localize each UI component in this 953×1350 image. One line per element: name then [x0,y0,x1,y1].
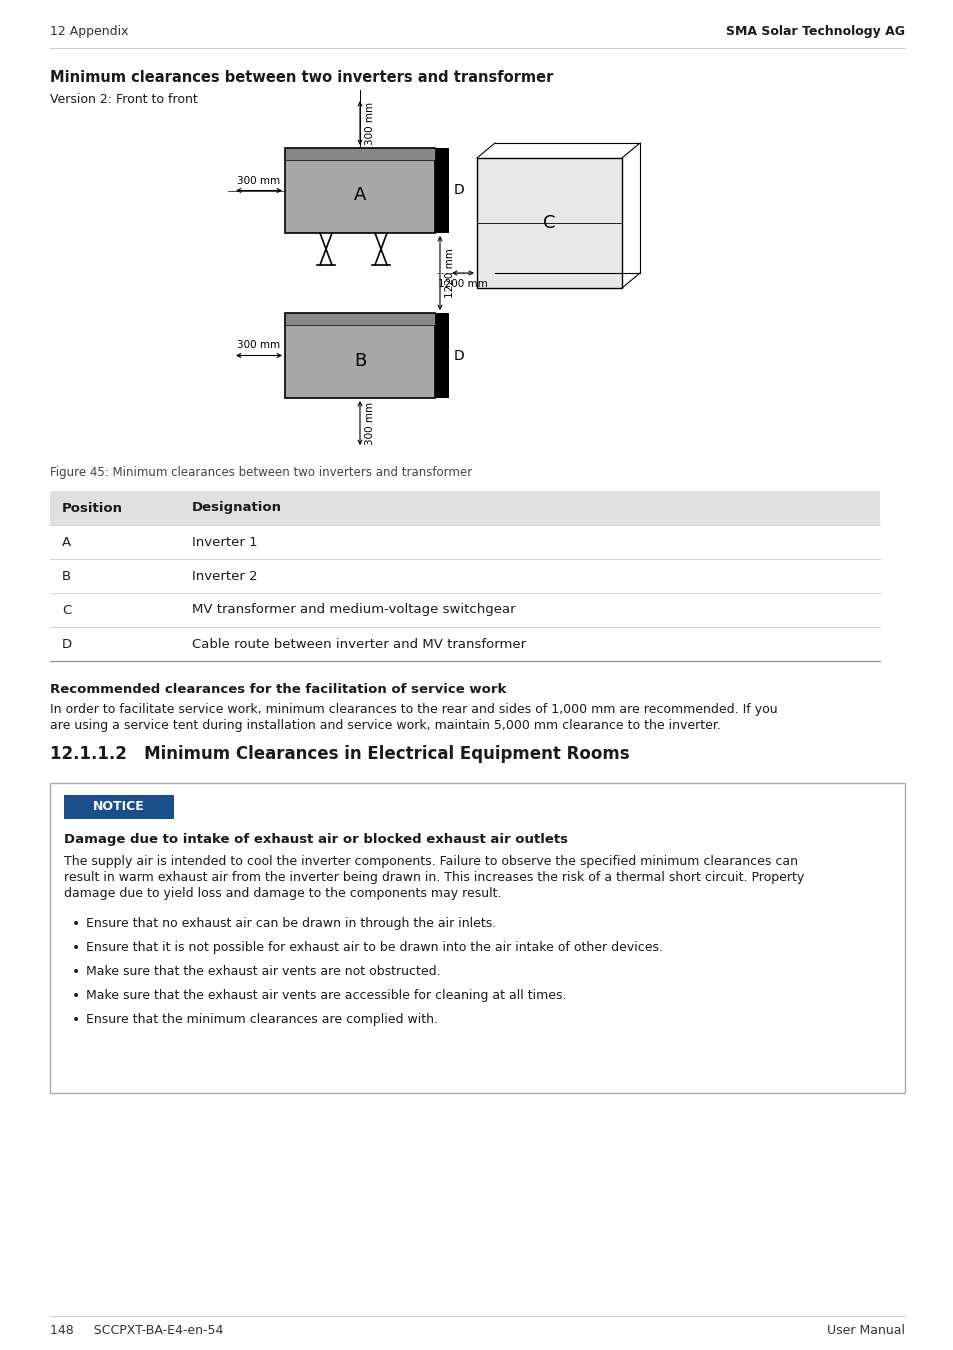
Text: •: • [71,965,80,979]
Text: Inverter 1: Inverter 1 [192,536,257,548]
Text: Ensure that the minimum clearances are complied with.: Ensure that the minimum clearances are c… [86,1012,437,1026]
Text: •: • [71,1012,80,1027]
Text: •: • [71,941,80,954]
Text: C: C [542,215,556,232]
Text: B: B [62,570,71,582]
Text: Recommended clearances for the facilitation of service work: Recommended clearances for the facilitat… [50,683,506,697]
Text: 300 mm: 300 mm [365,401,375,444]
Text: Make sure that the exhaust air vents are accessible for cleaning at all times.: Make sure that the exhaust air vents are… [86,990,566,1002]
Text: C: C [62,603,71,617]
Text: are using a service tent during installation and service work, maintain 5,000 mm: are using a service tent during installa… [50,720,720,732]
Bar [285,313,435,325]
Text: 300 mm: 300 mm [365,101,375,144]
Bar [435,148,449,234]
Bar [285,148,435,161]
Text: 300 mm: 300 mm [237,176,280,185]
Text: The supply air is intended to cool the inverter components. Failure to observe t: The supply air is intended to cool the i… [64,855,797,868]
Text: NOTICE: NOTICE [93,801,145,814]
Text: 148     SCCPXT-BA-E4-en-54: 148 SCCPXT-BA-E4-en-54 [50,1323,223,1336]
Text: result in warm exhaust air from the inverter being drawn in. This increases the : result in warm exhaust air from the inve… [64,871,803,884]
Bar [50,783,904,1094]
Text: Ensure that it is not possible for exhaust air to be drawn into the air intake o: Ensure that it is not possible for exhau… [86,941,662,954]
Text: 1220 mm: 1220 mm [444,248,455,298]
Text: Inverter 2: Inverter 2 [192,570,257,582]
Text: SMA Solar Technology AG: SMA Solar Technology AG [725,26,904,39]
Bar [64,795,173,819]
Text: D: D [62,637,72,651]
Text: Position: Position [62,501,123,514]
Text: Ensure that no exhaust air can be drawn in through the air inlets.: Ensure that no exhaust air can be drawn … [86,917,496,930]
Text: Cable route between inverter and MV transformer: Cable route between inverter and MV tran… [192,637,525,651]
Text: 1200 mm: 1200 mm [437,279,487,289]
Text: •: • [71,917,80,932]
Text: User Manual: User Manual [826,1323,904,1336]
Text: 300 mm: 300 mm [237,340,280,351]
Bar [285,313,435,398]
Bar [476,158,621,288]
Text: damage due to yield loss and damage to the components may result.: damage due to yield loss and damage to t… [64,887,501,900]
Text: MV transformer and medium-voltage switchgear: MV transformer and medium-voltage switch… [192,603,515,617]
Text: Figure 45: Minimum clearances between two inverters and transformer: Figure 45: Minimum clearances between tw… [50,466,472,479]
Text: B: B [354,351,366,370]
Bar [285,148,435,234]
Text: A: A [62,536,71,548]
Text: Make sure that the exhaust air vents are not obstructed.: Make sure that the exhaust air vents are… [86,965,440,977]
Text: 12 Appendix: 12 Appendix [50,26,129,39]
Bar [435,313,449,398]
Text: Damage due to intake of exhaust air or blocked exhaust air outlets: Damage due to intake of exhaust air or b… [64,833,567,846]
Text: D: D [454,184,464,197]
Text: Minimum clearances between two inverters and transformer: Minimum clearances between two inverters… [50,70,553,85]
Text: In order to facilitate service work, minimum clearances to the rear and sides of: In order to facilitate service work, min… [50,703,777,716]
Text: Designation: Designation [192,501,282,514]
Text: •: • [71,990,80,1003]
Text: 12.1.1.2   Minimum Clearances in Electrical Equipment Rooms: 12.1.1.2 Minimum Clearances in Electrica… [50,745,629,763]
Text: A: A [354,186,366,204]
Bar [50,491,879,525]
Text: Version 2: Front to front: Version 2: Front to front [50,93,197,107]
Text: D: D [454,348,464,363]
